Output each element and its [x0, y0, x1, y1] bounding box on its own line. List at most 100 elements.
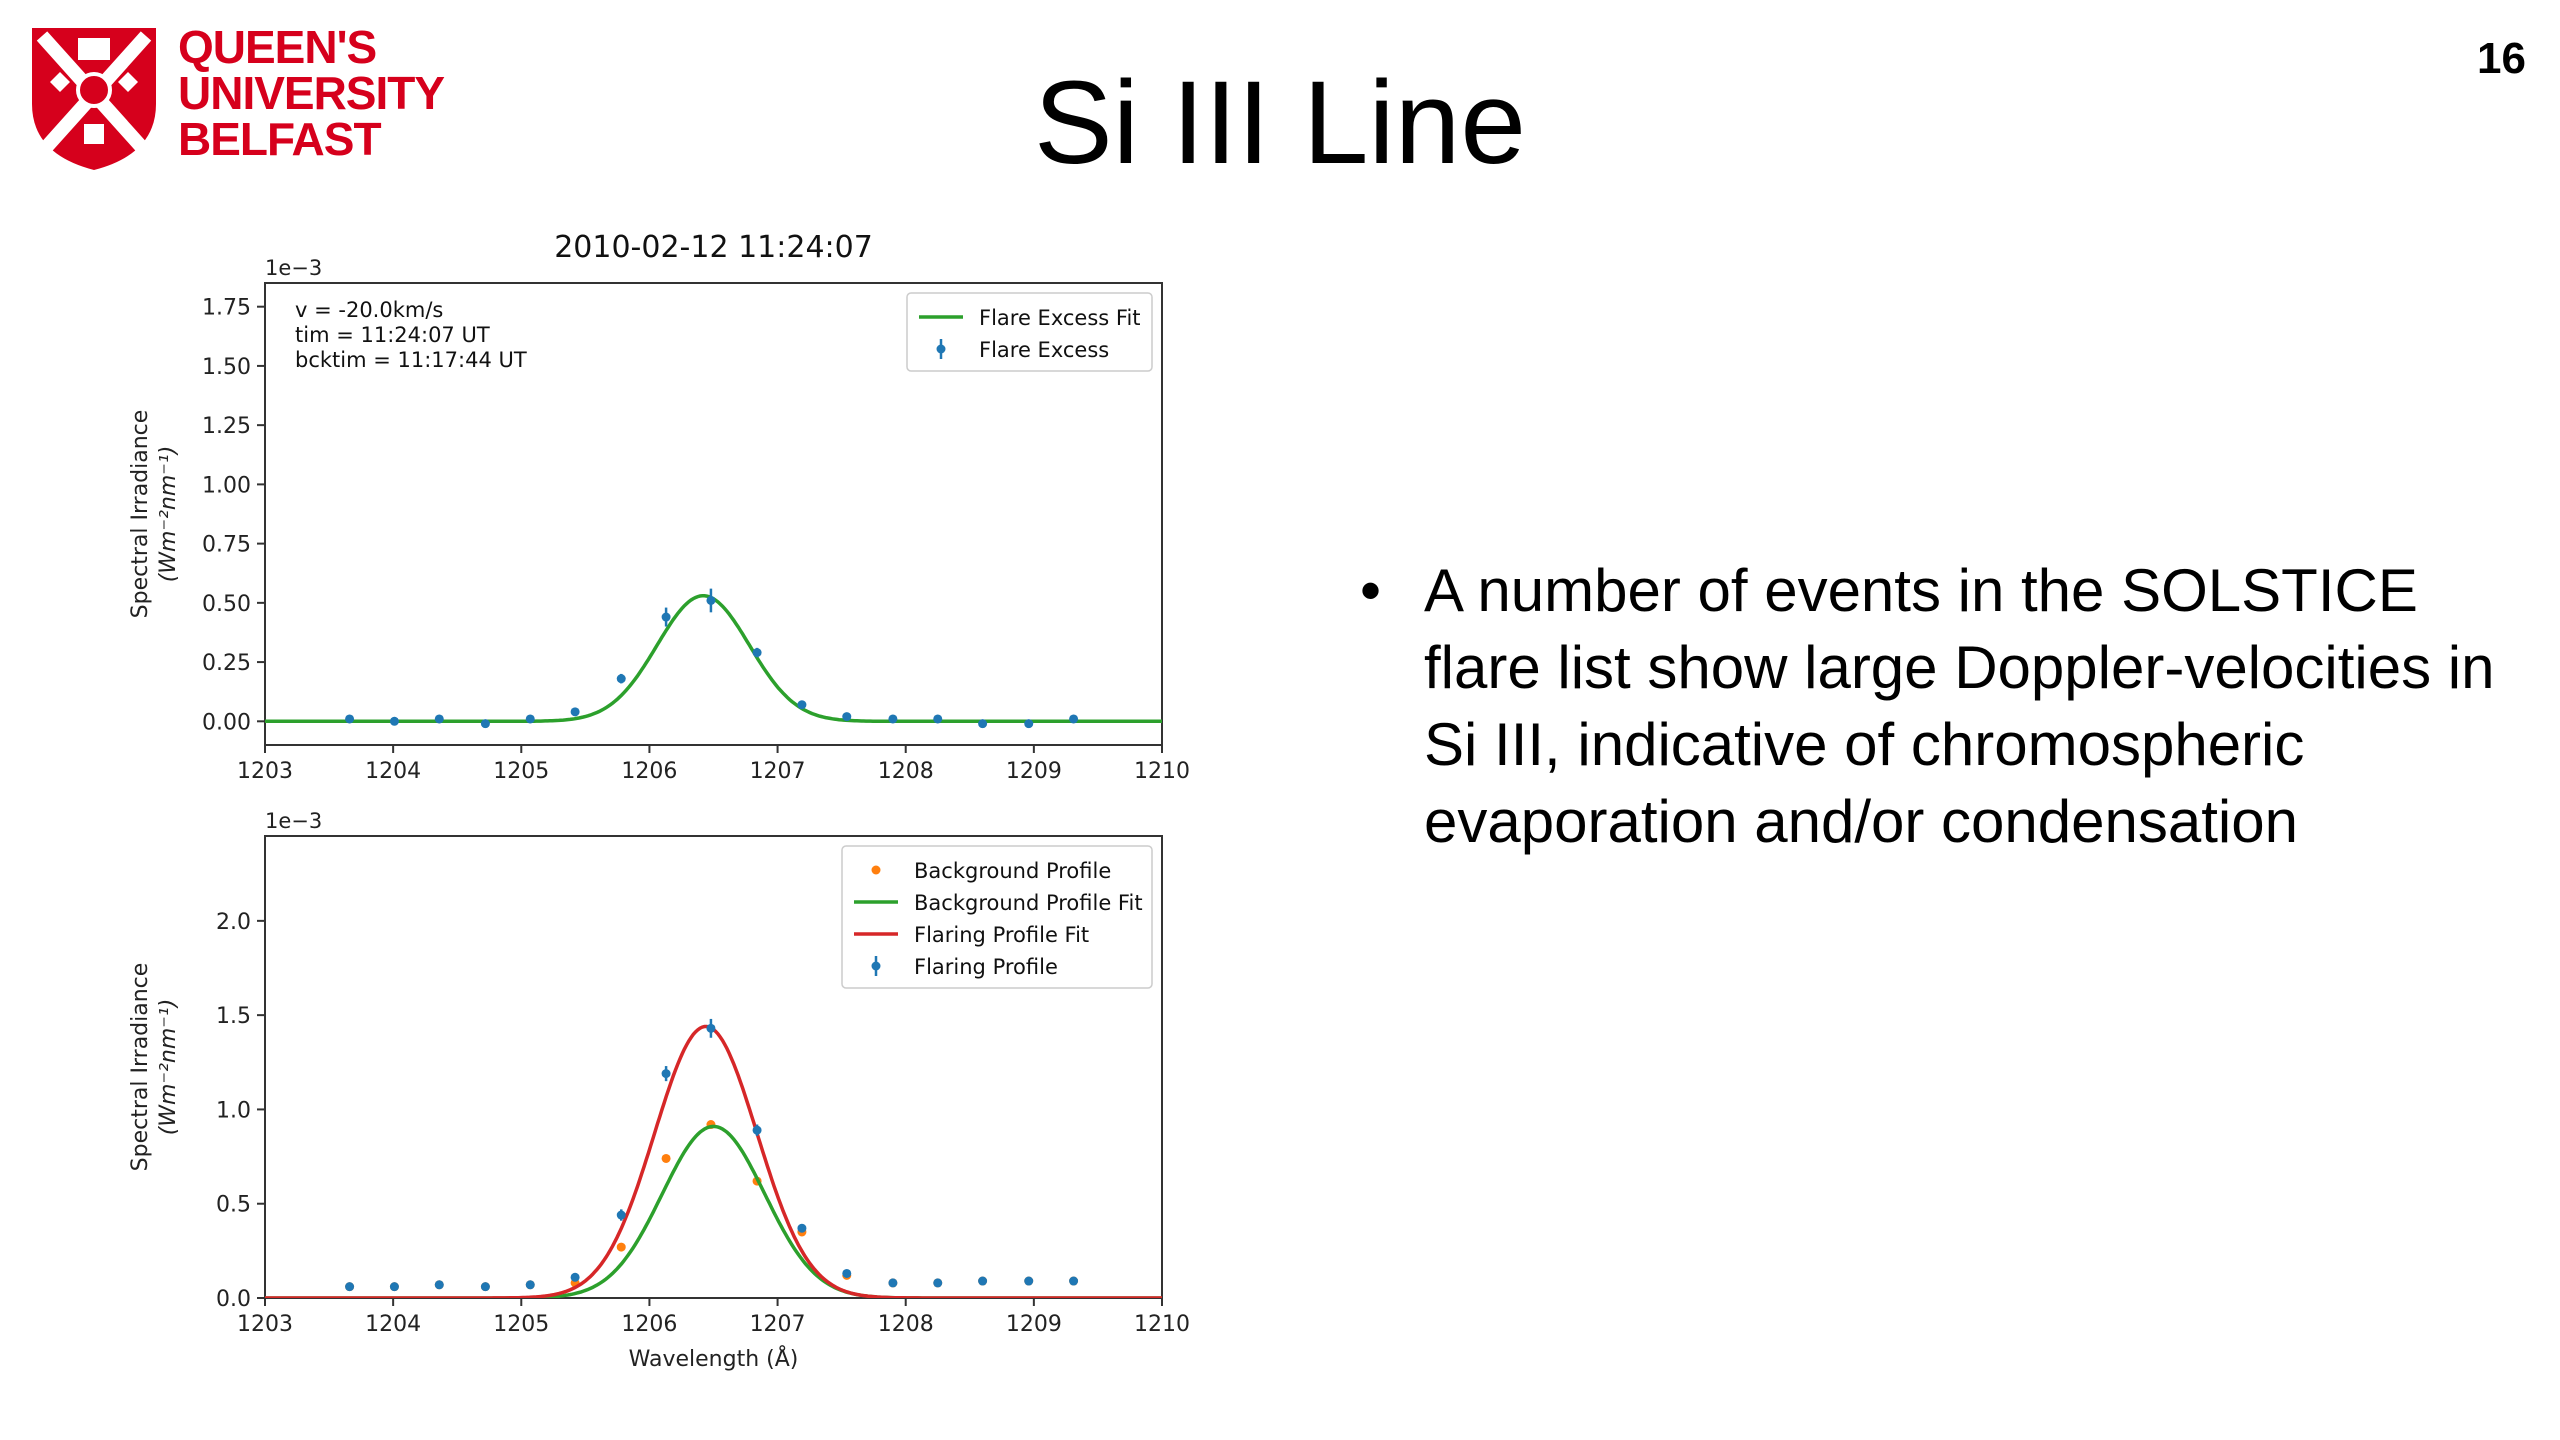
data-point	[570, 707, 580, 717]
legend-dot-icon	[871, 961, 881, 971]
x-axis-label: Wavelength (Å)	[629, 1345, 799, 1372]
data-point	[706, 595, 716, 605]
legend-frame	[841, 845, 1153, 989]
bullet-icon: •	[1360, 557, 1382, 624]
data-point	[345, 1282, 355, 1292]
x-tick-label: 1206	[621, 759, 677, 784]
data-point	[389, 1282, 399, 1292]
data-point	[661, 1069, 671, 1079]
x-tick-label: 1205	[493, 759, 549, 784]
y-tick-label: 2.0	[216, 910, 251, 935]
series-line	[265, 1124, 1162, 1298]
x-tick-label: 1208	[878, 1312, 934, 1337]
bullet-item: • A number of events in the SOLSTICE fla…	[1360, 552, 2510, 860]
offset-label: 1e−3	[265, 256, 322, 280]
y-axis-label: Spectral Irradiance (Wm⁻²nm⁻¹)	[128, 410, 181, 619]
x-tick-label: 1204	[365, 759, 421, 784]
data-point	[616, 1210, 626, 1220]
legend-label: Flare Excess	[979, 338, 1109, 362]
crest-icon	[32, 28, 156, 170]
data-point	[888, 1278, 898, 1288]
legend-label: Flaring Profile	[914, 955, 1058, 979]
data-point	[842, 1268, 852, 1278]
x-tick-label: 1208	[878, 759, 934, 784]
y-tick-label: 1.00	[202, 473, 251, 498]
chart-1: 2010-02-12 11:24:07 1e−3 1203 1204 1205 1206 1…	[128, 230, 1190, 784]
x-tick-label: 1206	[621, 1312, 677, 1337]
data-point	[1024, 719, 1034, 729]
data-point	[1069, 714, 1079, 724]
chart-title: 2010-02-12 11:24:07	[554, 230, 873, 265]
x-tick-label: 1209	[1006, 759, 1062, 784]
x-tick-label: 1210	[1134, 759, 1190, 784]
legend-label: Background Profile	[914, 859, 1111, 883]
legend-label: Flare Excess Fit	[979, 306, 1141, 330]
data-point	[434, 714, 444, 724]
slide-title: Si III Line	[1034, 57, 1526, 189]
data-point	[480, 1282, 490, 1292]
legend-dot-icon	[871, 865, 881, 875]
data-point	[480, 719, 490, 729]
x-tick-label: 1203	[237, 759, 293, 784]
y-tick-label: 0.50	[202, 592, 251, 617]
data-point	[434, 1280, 444, 1290]
bullet-list: • A number of events in the SOLSTICE fla…	[1360, 552, 2510, 860]
data-point	[752, 648, 762, 658]
plot-area	[265, 1018, 1162, 1298]
data-point	[888, 714, 898, 724]
y-axis-label-line2: (Wm⁻²nm⁻¹)	[156, 999, 181, 1136]
data-point	[616, 674, 626, 684]
data-point	[345, 714, 355, 724]
data-point	[978, 719, 988, 729]
data-point	[525, 1280, 535, 1290]
x-tick-label: 1205	[493, 1312, 549, 1337]
bullet-text: A number of events in the SOLSTICE flare…	[1424, 557, 2495, 855]
data-point	[525, 714, 535, 724]
page-number: 16	[2477, 34, 2526, 83]
x-tick-label: 1207	[750, 1312, 806, 1337]
annotation-line: v = -20.0km/s	[295, 298, 443, 322]
legend-label: Flaring Profile Fit	[914, 923, 1089, 947]
x-tick-label: 1203	[237, 1312, 293, 1337]
data-point	[797, 700, 807, 710]
annotation-line: bcktim = 11:17:44 UT	[295, 348, 527, 372]
y-tick-label: 0.5	[216, 1193, 251, 1218]
y-tick-label: 1.25	[202, 414, 251, 439]
y-axis-label-line1: Spectral Irradiance	[128, 963, 153, 1172]
x-tick-label: 1210	[1134, 1312, 1190, 1337]
legend: Background Profile Background Profile Fit…	[841, 845, 1153, 989]
y-tick-label: 1.75	[202, 296, 251, 321]
university-logo: QUEEN'S UNIVERSITY BELFAST	[28, 24, 588, 174]
y-axis-label-line2: (Wm⁻²nm⁻¹)	[156, 446, 181, 583]
data-point	[1024, 1276, 1034, 1286]
data-point	[842, 712, 852, 722]
legend: Flare Excess Fit Flare Excess	[906, 292, 1153, 372]
data-point	[570, 1272, 580, 1282]
plot-area	[265, 588, 1162, 729]
data-point	[933, 714, 943, 724]
y-tick-label: 1.0	[216, 1098, 251, 1123]
data-point	[661, 612, 671, 622]
offset-label: 1e−3	[265, 809, 322, 833]
data-point	[1069, 1276, 1079, 1286]
y-axis-label-line1: Spectral Irradiance	[128, 410, 153, 619]
data-point	[706, 1023, 716, 1033]
logo-wordmark: QUEEN'S UNIVERSITY BELFAST	[178, 21, 445, 165]
data-point	[616, 1242, 626, 1252]
data-point	[661, 1153, 671, 1163]
data-point	[797, 1223, 807, 1233]
legend-frame	[906, 292, 1153, 372]
y-tick-label: 0.0	[216, 1287, 251, 1312]
y-tick-label: 0.00	[202, 710, 251, 735]
annotation-line: tim = 11:24:07 UT	[295, 323, 490, 347]
x-tick-label: 1209	[1006, 1312, 1062, 1337]
legend-dot-icon	[936, 344, 946, 354]
legend-label: Background Profile Fit	[914, 891, 1143, 915]
y-tick-label: 1.50	[202, 355, 251, 380]
data-point	[389, 716, 399, 726]
y-tick-label: 0.75	[202, 533, 251, 558]
y-tick-label: 1.5	[216, 1004, 251, 1029]
data-point	[933, 1278, 943, 1288]
y-tick-label: 0.25	[202, 651, 251, 676]
